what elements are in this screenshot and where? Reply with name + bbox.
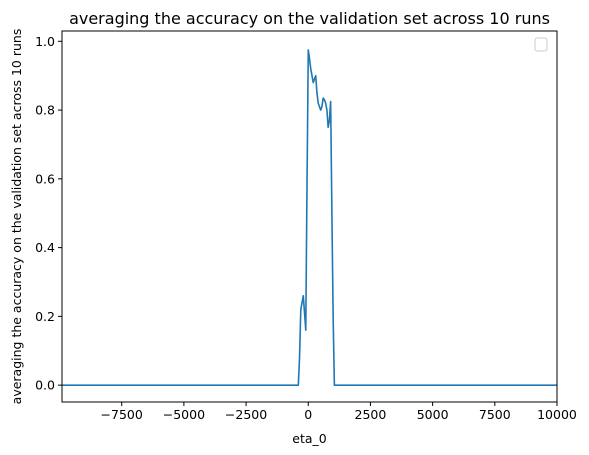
x-tick-label: 0 <box>304 407 312 422</box>
y-axis-ticks: 0.0 0.2 0.4 0.6 0.8 1.0 <box>35 34 62 393</box>
y-tick-label: 0.6 <box>35 171 55 186</box>
x-tick-label: 2500 <box>355 407 387 422</box>
series-line-0 <box>62 49 557 386</box>
y-tick-label: 1.0 <box>35 34 55 49</box>
x-axis-ticks: −7500 −5000 −2500 0 2500 5000 7500 10000 <box>101 402 577 422</box>
y-tick-label: 0.4 <box>35 240 55 255</box>
y-tick-label: 0.0 <box>35 378 55 393</box>
y-axis-label: averaging the accuracy on the validation… <box>9 29 24 405</box>
y-tick-label: 0.2 <box>35 309 55 324</box>
x-tick-label: 5000 <box>417 407 449 422</box>
x-tick-label: −2500 <box>225 407 267 422</box>
x-tick-label: −7500 <box>101 407 143 422</box>
chart-title: averaging the accuracy on the validation… <box>69 9 550 28</box>
legend-box <box>534 37 548 52</box>
x-tick-label: −5000 <box>163 407 205 422</box>
y-tick-label: 0.8 <box>35 103 55 118</box>
x-axis-label: eta_0 <box>292 431 327 446</box>
x-tick-label: 10000 <box>537 407 577 422</box>
series-group <box>62 49 557 386</box>
plot-frame <box>61 30 558 403</box>
x-tick-label: 7500 <box>479 407 511 422</box>
